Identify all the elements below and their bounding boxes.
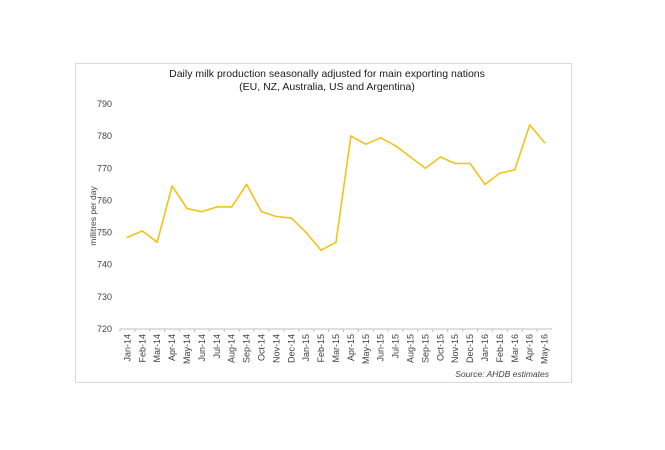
y-tick-label: 780	[97, 131, 112, 141]
data-point	[245, 183, 248, 186]
chart-subtitle: (EU, NZ, Australia, US and Argentina)	[239, 81, 415, 93]
data-point	[335, 241, 337, 244]
x-tick-label: Apr-15	[346, 334, 356, 361]
x-tick-label: May-14	[182, 334, 192, 364]
x-tick-label: May-16	[540, 334, 550, 364]
data-point	[171, 185, 174, 187]
x-tick-label: Jan-14	[122, 334, 132, 362]
x-tick-label: Apr-14	[167, 334, 177, 361]
data-point	[454, 162, 457, 165]
y-axis-label: millitres per day	[88, 185, 98, 245]
data-point	[305, 231, 308, 234]
data-point	[484, 183, 486, 186]
series-points	[126, 123, 546, 252]
x-tick-label: Aug-14	[227, 334, 237, 363]
data-point	[498, 172, 501, 175]
x-tick-label: Apr-16	[525, 334, 535, 361]
x-tick-label: Mar-14	[152, 334, 162, 363]
data-point	[230, 205, 233, 208]
data-point	[364, 143, 367, 146]
x-tick-label: Feb-14	[137, 334, 147, 363]
x-tick-label: Sep-15	[420, 334, 430, 363]
data-point	[215, 205, 218, 208]
x-tick-label: May-15	[361, 334, 371, 364]
data-point	[394, 144, 397, 147]
x-tick-label: Dec-14	[286, 334, 296, 363]
x-tick-label: Jun-15	[376, 334, 386, 362]
data-point	[260, 210, 263, 213]
data-point	[141, 230, 144, 232]
x-axis: Jan-14 Feb-14 Mar-14 Apr-14 May-14 Jun-14 Jul-…	[119, 329, 550, 364]
data-point	[275, 215, 278, 218]
data-point	[290, 217, 293, 220]
x-tick-label: Dec-15	[465, 334, 475, 363]
data-point	[469, 162, 471, 165]
x-tick-label: Aug-15	[405, 334, 415, 363]
chart-title: Daily milk production seasonally adjuste…	[169, 68, 485, 80]
x-tick-label: Nov-15	[450, 334, 460, 363]
data-point	[543, 141, 546, 144]
y-tick-label: 740	[97, 260, 112, 270]
data-point	[201, 210, 203, 213]
data-point	[156, 241, 159, 244]
x-tick-label: Jun-14	[197, 334, 207, 362]
x-tick-label: Jul-15	[391, 334, 401, 359]
data-point	[424, 167, 427, 170]
data-point	[439, 156, 442, 158]
x-tick-label: Feb-16	[495, 334, 505, 363]
x-tick-label: Sep-14	[242, 334, 252, 363]
x-tick-label: Jan-16	[480, 334, 490, 362]
y-tick-label: 750	[97, 228, 112, 238]
data-point	[349, 135, 352, 138]
y-axis: 720 730 740 750 760 770 780 790	[97, 99, 112, 334]
y-tick-label: 720	[97, 324, 112, 334]
x-tick-label: Jan-15	[301, 334, 311, 362]
x-tick-label: Oct-14	[257, 334, 267, 361]
x-tick-label: Jul-14	[212, 334, 222, 359]
data-point	[126, 236, 129, 239]
y-tick-label: 790	[97, 99, 112, 109]
chart-frame: Daily milk production seasonally adjuste…	[75, 63, 572, 383]
x-tick-label: Oct-15	[435, 334, 445, 361]
data-point	[528, 123, 531, 126]
x-tick-label: Feb-15	[316, 334, 326, 363]
line-chart: Daily milk production seasonally adjuste…	[88, 68, 552, 379]
y-tick-label: 730	[97, 292, 112, 302]
x-tick-label: Mar-16	[510, 334, 520, 363]
y-tick-label: 770	[97, 163, 112, 173]
data-point	[513, 168, 516, 171]
x-tick-label: Mar-15	[331, 334, 341, 363]
source-note: Source: AHDB estimates	[455, 369, 549, 379]
data-point	[320, 249, 323, 252]
data-point	[186, 207, 188, 210]
data-point	[409, 156, 412, 158]
x-tick-label: Nov-14	[271, 334, 281, 363]
series-line	[127, 124, 546, 252]
y-tick-label: 760	[97, 195, 112, 205]
data-point	[379, 136, 382, 139]
